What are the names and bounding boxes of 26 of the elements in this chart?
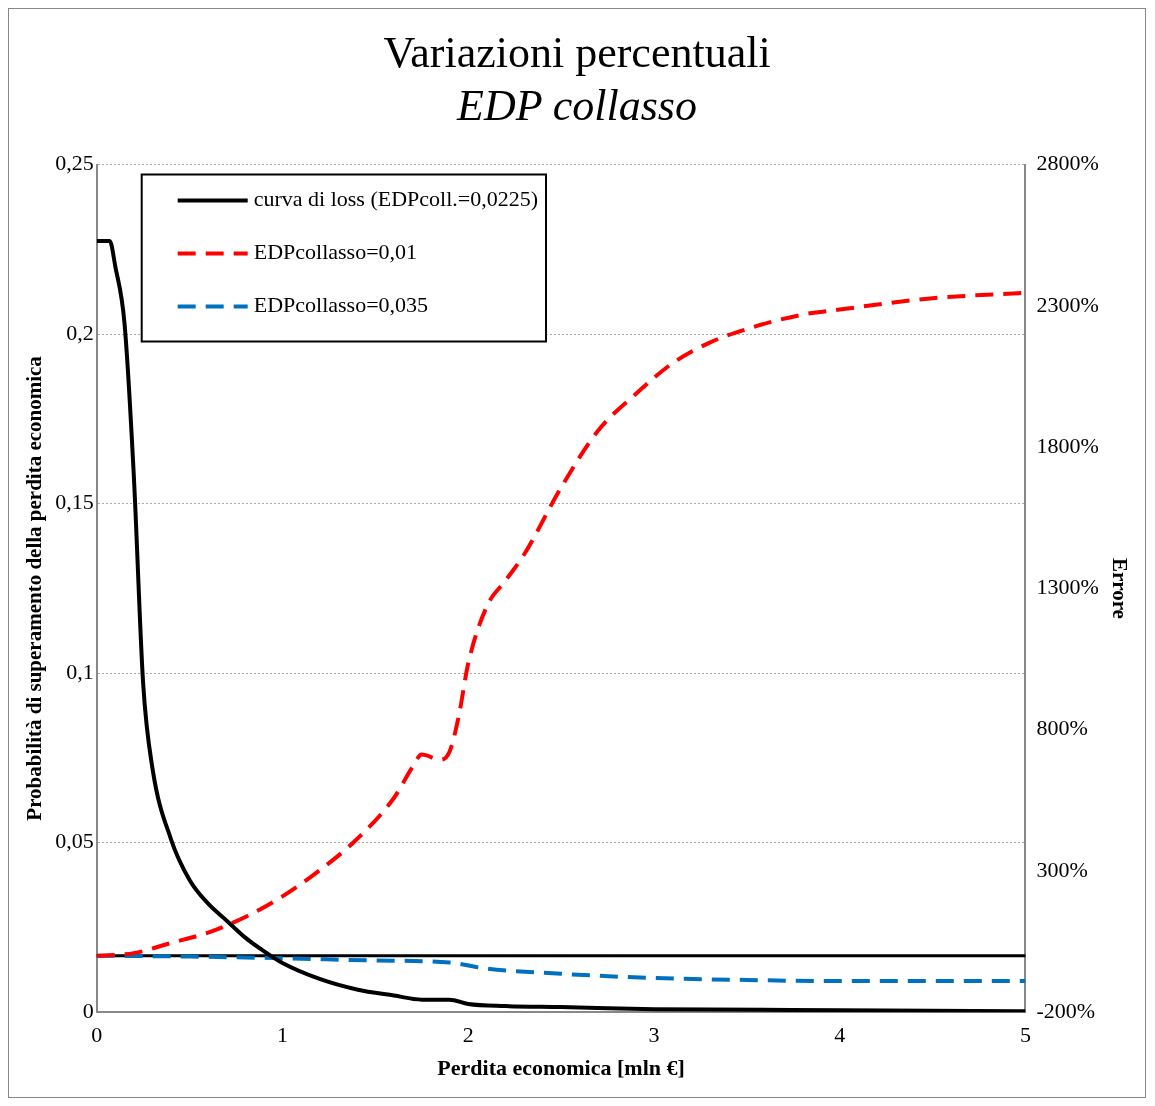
y2-tick-label: 1300% <box>1036 574 1099 600</box>
legend-label: curva di loss (EDPcoll.=0,0225) <box>253 186 539 212</box>
y-tick-label: 0,05 <box>55 828 94 854</box>
y-tick-label: 0,2 <box>66 319 94 345</box>
chart-title: Variazioni percentuali <box>383 27 771 77</box>
x-tick-label: 5 <box>1019 1022 1031 1048</box>
y2-tick-label: 2800% <box>1036 150 1099 176</box>
y-tick-label: 0 <box>82 997 94 1023</box>
x-tick-label: 4 <box>834 1022 846 1048</box>
x-tick-label: 1 <box>276 1022 288 1048</box>
y-tick-label: 0,25 <box>55 150 94 176</box>
y-tick-label: 0,15 <box>55 489 94 515</box>
y-axis-title: Probabilità di superamento della perdita economica <box>22 355 47 821</box>
legend-label: EDPcollasso=0,01 <box>253 239 418 265</box>
y2-tick-label: -200% <box>1036 997 1096 1023</box>
y-tick-label: 0,1 <box>66 658 94 684</box>
y2-tick-label: 2300% <box>1036 291 1099 317</box>
y2-tick-label: 800% <box>1036 715 1088 741</box>
x-axis-title: Perdita economica [mln €] <box>437 1055 685 1081</box>
x-tick-label: 3 <box>648 1022 660 1048</box>
y2-tick-label: 1800% <box>1036 432 1099 458</box>
y2-tick-label: 300% <box>1036 856 1088 882</box>
chart-subtitle: EDP collasso <box>456 80 697 130</box>
y2-axis-title: Errore <box>1107 557 1132 619</box>
x-tick-label: 2 <box>462 1022 474 1048</box>
legend-label: EDPcollasso=0,035 <box>253 292 429 318</box>
